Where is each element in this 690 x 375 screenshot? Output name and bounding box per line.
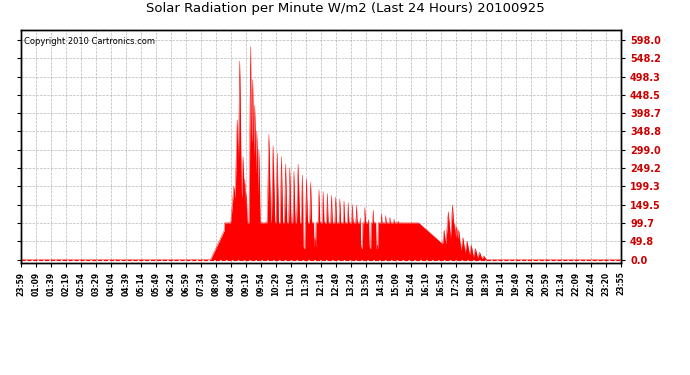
Text: Solar Radiation per Minute W/m2 (Last 24 Hours) 20100925: Solar Radiation per Minute W/m2 (Last 24… [146,2,544,15]
Text: Copyright 2010 Cartronics.com: Copyright 2010 Cartronics.com [23,37,155,46]
